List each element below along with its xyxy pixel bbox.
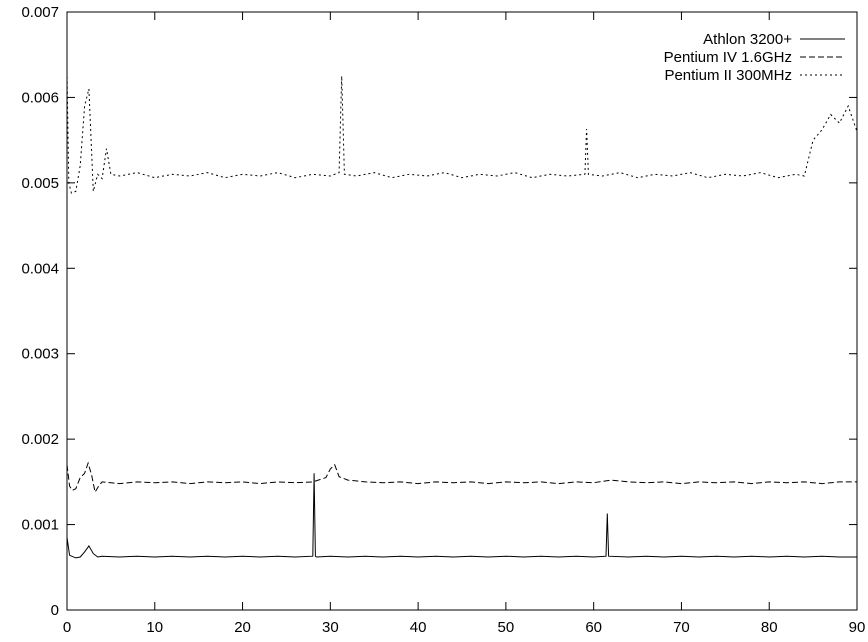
- x-tick-label: 70: [673, 619, 690, 636]
- y-tick-label: 0.004: [21, 260, 59, 277]
- series-line-1: [66, 473, 857, 559]
- series-line-3: [66, 71, 858, 194]
- x-tick-label: 90: [849, 619, 866, 636]
- plot-frame: [66, 11, 858, 611]
- y-tick-label: 0.007: [21, 4, 59, 21]
- x-tick-label: 80: [761, 619, 778, 636]
- x-tick-label: 40: [410, 619, 427, 636]
- y-tick-label: 0.003: [21, 346, 59, 363]
- x-tick-label: 20: [234, 619, 251, 636]
- y-tick-label: 0.005: [21, 175, 59, 192]
- x-tick-label: 10: [146, 619, 163, 636]
- y-tick-label: 0.006: [21, 89, 59, 106]
- series-line-2: [66, 461, 857, 494]
- x-tick-label: 50: [498, 619, 515, 636]
- y-tick-label: 0.001: [21, 517, 59, 534]
- x-tick-label: 0: [63, 619, 71, 636]
- y-tick-label: 0: [51, 602, 59, 619]
- legend-label: Pentium II 300MHz: [664, 67, 792, 84]
- x-tick-label: 30: [322, 619, 339, 636]
- axis-ticks: 0 10 20 30 40 50 60 70 80 90 0 0.001 0.002 0.003 0.004…: [21, 4, 865, 636]
- y-tick-label: 0.002: [21, 431, 59, 448]
- legend-label: Athlon 3200+: [703, 31, 792, 48]
- x-tick-label: 60: [585, 619, 602, 636]
- series-layer: [66, 71, 858, 559]
- legend-label: Pentium IV 1.6GHz: [664, 49, 792, 66]
